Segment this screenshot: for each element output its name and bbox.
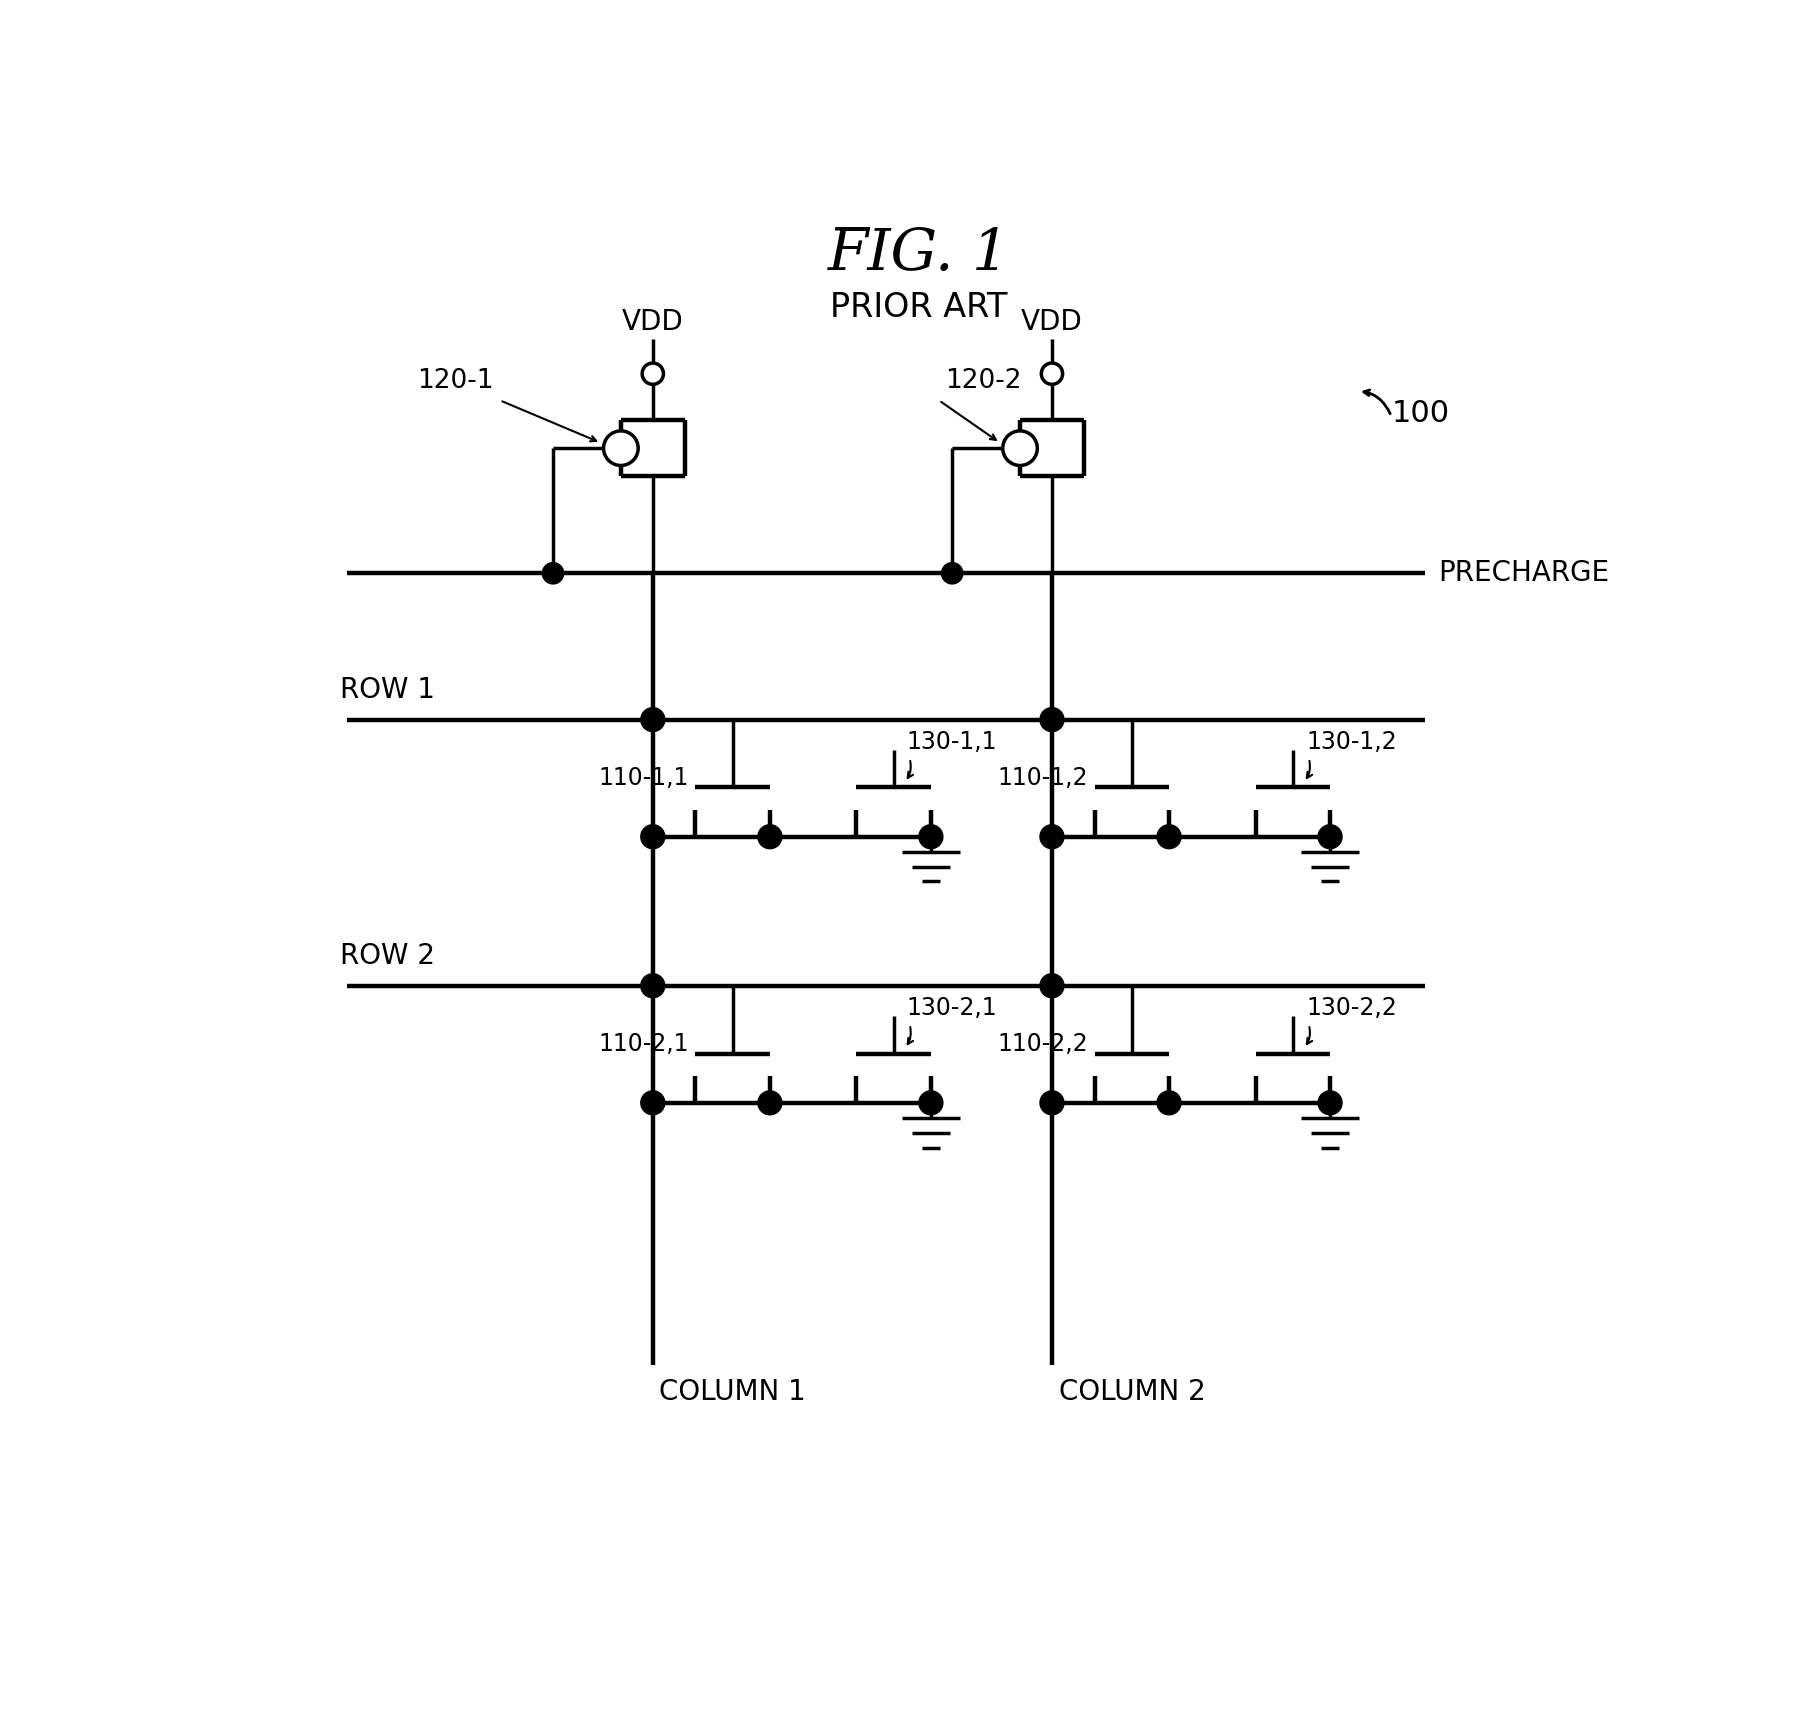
Circle shape — [1318, 1090, 1341, 1115]
Text: 130-1,2: 130-1,2 — [1305, 731, 1397, 753]
Text: PRECHARGE: PRECHARGE — [1438, 560, 1608, 588]
Circle shape — [1040, 824, 1063, 848]
Circle shape — [640, 1090, 665, 1115]
Text: 110-2,1: 110-2,1 — [599, 1032, 689, 1056]
Circle shape — [920, 1090, 943, 1115]
Circle shape — [758, 1090, 782, 1115]
Text: PRIOR ART: PRIOR ART — [830, 290, 1008, 323]
Text: 100: 100 — [1391, 399, 1449, 429]
Circle shape — [1318, 824, 1341, 848]
Text: ROW 1: ROW 1 — [341, 676, 436, 703]
Circle shape — [640, 824, 665, 848]
Circle shape — [640, 708, 665, 731]
Circle shape — [1042, 363, 1063, 384]
Text: VDD: VDD — [1020, 308, 1083, 337]
Circle shape — [1040, 975, 1063, 997]
Text: VDD: VDD — [622, 308, 683, 337]
Circle shape — [1040, 1090, 1063, 1115]
Text: COLUMN 1: COLUMN 1 — [660, 1379, 807, 1407]
Circle shape — [758, 824, 782, 848]
Text: ROW 2: ROW 2 — [341, 942, 436, 969]
Circle shape — [541, 563, 563, 584]
Text: 120-1: 120-1 — [416, 368, 493, 394]
Circle shape — [941, 563, 963, 584]
Circle shape — [640, 975, 665, 997]
Circle shape — [1156, 1090, 1182, 1115]
Circle shape — [1002, 430, 1038, 465]
Circle shape — [1040, 708, 1063, 731]
Text: FIG. 1: FIG. 1 — [828, 226, 1009, 282]
Circle shape — [604, 430, 638, 465]
Text: 120-2: 120-2 — [945, 368, 1022, 394]
Text: 130-2,2: 130-2,2 — [1305, 997, 1397, 1020]
Text: 130-1,1: 130-1,1 — [907, 731, 997, 753]
Text: COLUMN 2: COLUMN 2 — [1058, 1379, 1205, 1407]
Circle shape — [1156, 824, 1182, 848]
Text: 110-2,2: 110-2,2 — [997, 1032, 1088, 1056]
Circle shape — [920, 824, 943, 848]
Circle shape — [642, 363, 663, 384]
Text: 130-2,1: 130-2,1 — [907, 997, 997, 1020]
Text: 110-1,1: 110-1,1 — [599, 766, 689, 790]
Text: 110-1,2: 110-1,2 — [997, 766, 1088, 790]
